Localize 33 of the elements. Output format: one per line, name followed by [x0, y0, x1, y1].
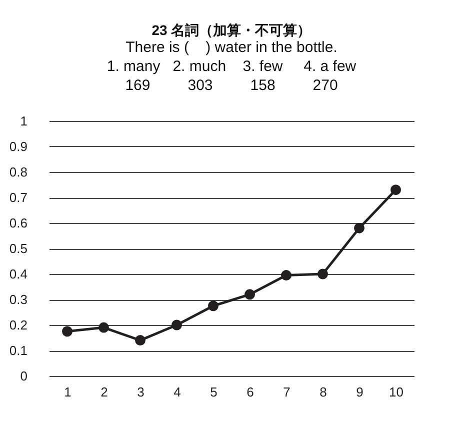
x-tick-label: 5: [210, 384, 218, 400]
point: [208, 300, 218, 312]
x-tick-label: 6: [246, 384, 254, 400]
y-tick-label: 0.8: [9, 164, 28, 180]
point: [172, 320, 182, 330]
y-tick-label: 0.9: [9, 139, 28, 154]
y-tick-label: 0.7: [9, 190, 28, 205]
point: [354, 222, 364, 234]
point: [281, 270, 292, 281]
point: [62, 326, 72, 337]
point: [390, 184, 401, 196]
point: [244, 289, 255, 300]
y-tick-label: 0: [20, 368, 28, 384]
y-tick-label: 0.3: [9, 292, 28, 307]
x-tick-label: 3: [137, 384, 144, 400]
y-tick-label: 0.6: [9, 216, 28, 230]
chart-subtitle: There is ( ) water in the bottle. 1. many 2. much 3. few 4. a few 169 303 158 270: [106, 39, 356, 94]
x-tick-label: 10: [389, 384, 404, 400]
x-tick-label: 1: [64, 384, 72, 400]
x-tick-label: 8: [320, 384, 327, 400]
y-tick-label: 0.4: [9, 266, 28, 282]
x-tick-label: 2: [100, 384, 108, 400]
point: [135, 335, 146, 346]
y-tick-label: 0.2: [9, 318, 28, 332]
y-tick-label: 0.1: [9, 343, 28, 358]
point: [98, 322, 109, 333]
y-tick-label: 1: [20, 114, 28, 128]
chart-title: 23 名詞（加算・不可算）: [152, 22, 312, 38]
x-tick-label: 9: [356, 384, 364, 400]
point: [318, 268, 328, 280]
x-tick-label: 4: [174, 384, 181, 400]
y-tick-label: 0.5: [9, 241, 28, 256]
x-tick-label: 7: [283, 384, 290, 400]
